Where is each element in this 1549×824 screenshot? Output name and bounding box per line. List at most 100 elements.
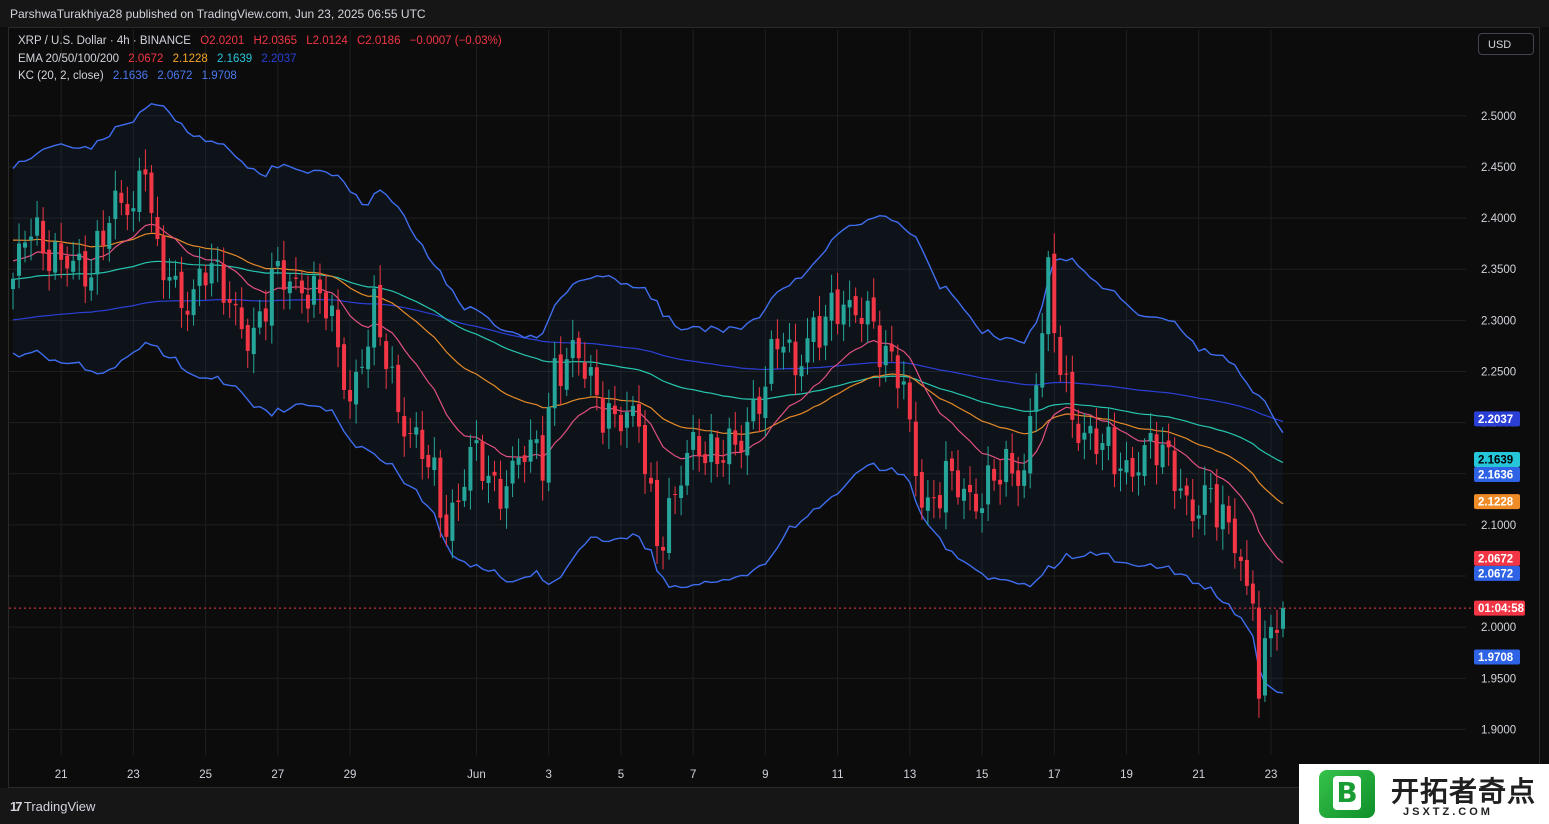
kc-legend[interactable]: KC (20, 2, close) 2.1636 2.0672 1.9708 (18, 70, 243, 82)
watermark: B 开拓者奇点 JSXTZ.COM (1299, 764, 1549, 824)
candle-body (89, 277, 94, 291)
candle-body (510, 460, 515, 484)
candle-body (691, 432, 696, 450)
candle-body (444, 514, 449, 537)
kc-lower-line (12, 341, 1284, 694)
candle-body (336, 309, 341, 348)
symbol-name: XRP / U.S. Dollar · 4h · BINANCE (18, 35, 191, 47)
x-tick-label: 27 (271, 769, 284, 781)
candle-body (342, 344, 347, 391)
candle-body (1232, 518, 1237, 554)
candle-body (630, 405, 635, 417)
symbol-legend[interactable]: XRP / U.S. Dollar · 4h · BINANCE O2.0201… (18, 35, 508, 47)
candle-body (1268, 626, 1273, 639)
candle-body (468, 446, 473, 491)
candle-body (1124, 460, 1129, 473)
candle-body (143, 169, 148, 175)
candle-body (937, 495, 942, 509)
ema-legend[interactable]: EMA 20/50/100/200 2.0672 2.1228 2.1639 2… (18, 53, 303, 65)
candle-body (540, 435, 545, 481)
candle-body (53, 241, 58, 273)
candle-body (961, 488, 966, 501)
kc-label: KC (20, 2, close) (18, 70, 104, 82)
candle-body (811, 317, 816, 343)
watermark-name: 开拓者奇点 (1391, 775, 1537, 808)
ohlc-low: L2.0124 (306, 35, 348, 47)
candle-body (1106, 426, 1111, 446)
y-tick-label: 2.5000 (1481, 111, 1516, 123)
candle-body (1058, 336, 1063, 375)
candle-body (95, 230, 100, 275)
candle-body (504, 486, 509, 509)
price-axis-badge (1474, 649, 1520, 665)
candle-body (1190, 499, 1195, 522)
candle-body (348, 389, 353, 402)
candle-body (522, 455, 527, 463)
candle-body (703, 454, 708, 464)
candle-body (1214, 484, 1219, 528)
footer-bar: 17 TradingView (0, 788, 1549, 824)
x-tick-label: 29 (344, 769, 357, 781)
candle-body (642, 424, 647, 475)
candle-body (847, 300, 852, 308)
candle-body (709, 433, 714, 463)
candle-body (233, 303, 238, 306)
candle-body (119, 192, 124, 203)
candle-body (1130, 458, 1135, 477)
candle-body (546, 406, 551, 483)
price-axis-label: 2.2037 (1478, 414, 1513, 426)
candle-body (1220, 504, 1225, 530)
candle-body (1281, 608, 1285, 629)
candle-body (1274, 629, 1279, 633)
candle-body (606, 403, 611, 429)
y-tick-label: 2.3000 (1481, 315, 1516, 327)
candle-body (739, 440, 744, 452)
candle-body (1052, 253, 1057, 334)
candle-body (769, 338, 774, 384)
watermark-logo-icon: B (1319, 770, 1375, 818)
candle-body (414, 427, 419, 435)
candle-body (77, 253, 82, 261)
x-tick-label: 7 (690, 769, 696, 781)
candle-body (1028, 416, 1033, 474)
candle-body (1088, 425, 1093, 434)
chart-frame[interactable] (8, 27, 1540, 788)
kc-lower-value: 1.9708 (201, 70, 237, 82)
candle-body (1172, 450, 1177, 492)
ema200-value: 2.2037 (261, 53, 297, 65)
tradingview-logo[interactable]: 17 TradingView (10, 799, 95, 814)
candle-body (1112, 427, 1117, 475)
watermark-badge: B (1333, 776, 1361, 810)
candle-body (793, 341, 798, 376)
candle-body (1040, 333, 1045, 388)
candle-body (673, 494, 678, 496)
candle-body (131, 208, 136, 212)
candle-body (209, 263, 214, 284)
price-axis-badge (1474, 452, 1520, 468)
kc-fill (13, 103, 1283, 693)
candle-body (65, 255, 70, 269)
candle-body (323, 292, 328, 319)
candle-body (679, 485, 684, 499)
candle-body (1094, 428, 1099, 455)
x-tick-label: 11 (832, 769, 844, 781)
candle-body (841, 304, 846, 325)
candle-body (71, 260, 76, 272)
candle-body (745, 421, 750, 456)
candle-body (612, 405, 617, 415)
candle-body (1082, 432, 1087, 440)
candle-body (1136, 472, 1141, 476)
candle-body (715, 437, 720, 465)
candle-body (492, 471, 497, 476)
candle-body (1256, 607, 1261, 699)
kc-upper-line (12, 102, 1284, 434)
candle-body (101, 230, 106, 246)
candle-body (1238, 556, 1243, 561)
candle-body (251, 327, 256, 355)
candle-body (426, 454, 431, 468)
candle-body (649, 477, 654, 484)
currency-button[interactable]: USD (1478, 33, 1534, 55)
candle-body (1004, 448, 1009, 483)
candle-body (986, 465, 991, 505)
